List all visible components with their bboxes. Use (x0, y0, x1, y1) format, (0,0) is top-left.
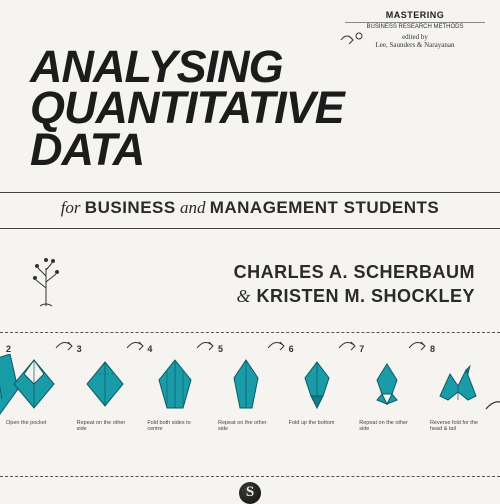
step-arrow-icon (337, 336, 357, 352)
origami-shape-icon (77, 356, 133, 412)
origami-step: 2 Open the pocket (6, 344, 70, 426)
step-caption: Repeat on the other side (359, 420, 419, 432)
origami-step: 8 Reverse fold for the head & tail (430, 344, 494, 432)
book-cover: MASTERING BUSINESS RESEARCH METHODS edit… (0, 0, 500, 500)
step-arrow-icon (266, 336, 286, 352)
subtitle: for BUSINESS and MANAGEMENT STUDENTS (0, 198, 500, 218)
divider-rule (0, 192, 500, 193)
series-subtitle: BUSINESS RESEARCH METHODS (345, 24, 485, 31)
title-line-2: QUANTITATIVE (30, 87, 344, 128)
editors-prefix: edited by (402, 33, 428, 41)
step-arrow-icon (125, 336, 145, 352)
step-number: 8 (430, 344, 494, 354)
title-line-3: DATA (30, 129, 344, 170)
step-arrow-icon (54, 336, 74, 352)
continue-arrow-icon (484, 395, 500, 415)
author-2: KRISTEN M. SHOCKLEY (256, 286, 475, 306)
subtitle-business: BUSINESS (85, 198, 176, 217)
title-block: ANALYSING QUANTITATIVE DATA (30, 46, 344, 170)
author-1: CHARLES A. SCHERBAUM (234, 260, 475, 284)
origami-shape-icon (359, 356, 415, 412)
editors-names: Lee, Saunders & Narayanan (376, 41, 455, 49)
origami-shape-icon (289, 356, 345, 412)
origami-shape-icon (218, 356, 274, 412)
series-badge: MASTERING BUSINESS RESEARCH METHODS edit… (345, 10, 485, 49)
step-caption: Repeat on the other side (218, 420, 278, 432)
origami-shape-icon (147, 356, 203, 412)
origami-shape-icon (6, 356, 62, 412)
author-ampersand: & (236, 286, 251, 306)
step-caption: Open the pocket (6, 420, 66, 426)
subtitle-for: for (61, 198, 81, 217)
step-arrow-icon (195, 336, 215, 352)
dashed-divider (0, 332, 500, 333)
step-arrow-icon (407, 336, 427, 352)
title-line-1: ANALYSING (30, 46, 344, 87)
authors-block: CHARLES A. SCHERBAUM & KRISTEN M. SHOCKL… (234, 260, 475, 309)
origami-step: 7 Repeat on the other side (359, 344, 423, 432)
origami-step: 3 Repeat on the other side (77, 344, 141, 432)
publisher-logo-area: S (0, 482, 500, 504)
dashed-divider (0, 476, 500, 477)
step-caption: Repeat on the other side (77, 420, 137, 432)
sage-logo-icon: S (239, 482, 261, 504)
origami-step: 6 Fold up the bottom (289, 344, 353, 426)
series-editors: edited by Lee, Saunders & Narayanan (345, 33, 485, 49)
step-caption: Fold up the bottom (289, 420, 349, 426)
plant-doodle-icon (22, 248, 70, 310)
origami-step: 5 Repeat on the other side (218, 344, 282, 432)
origami-shape-icon (430, 356, 486, 412)
series-name: MASTERING (345, 10, 485, 23)
subtitle-and: and (180, 198, 206, 217)
origami-step: 4 Fold both sides to centre (147, 344, 211, 432)
subtitle-mgmt: MANAGEMENT STUDENTS (210, 198, 440, 217)
divider-rule (0, 228, 500, 229)
step-caption: Reverse fold for the head & tail (430, 420, 490, 432)
origami-steps-row: 2 Open the pocket 3 Repeat on the other … (6, 344, 494, 432)
step-caption: Fold both sides to centre (147, 420, 207, 432)
sage-glyph: S (246, 484, 254, 501)
